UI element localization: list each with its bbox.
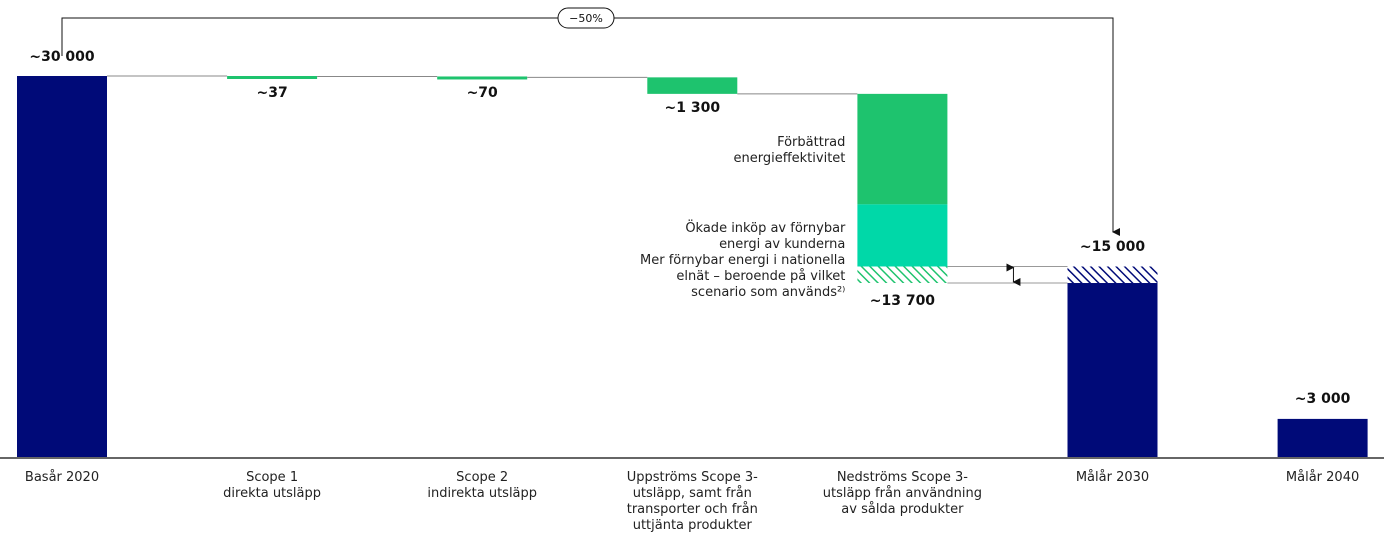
value-label: ~1 300 — [664, 99, 721, 116]
bar — [17, 76, 107, 457]
bar — [437, 76, 528, 80]
bar — [857, 204, 948, 267]
x-tick-label: Scope 1 direkta utsläpp — [223, 470, 322, 501]
x-tick-label: Basår 2020 — [24, 470, 100, 485]
value-label: ~15 000 — [1079, 238, 1146, 255]
x-tick-label: Målår 2030 — [1075, 470, 1150, 485]
value-label: ~3 000 — [1294, 390, 1351, 407]
segment-label: Ökade inköp av förnybar energi av kunder… — [685, 221, 846, 253]
segment-label: Förbättrad energieffektivitet — [733, 135, 846, 167]
segment-label: Mer förnybar energi i nationella elnät –… — [640, 252, 846, 300]
x-tick-label: Uppströms Scope 3- utsläpp, samt från tr… — [626, 470, 758, 533]
x-tick-label: Målår 2040 — [1285, 470, 1360, 485]
value-label: ~30 000 — [29, 49, 95, 65]
reduction-arrow — [61, 17, 1120, 236]
bar — [1277, 418, 1368, 457]
annotation: −50% — [569, 12, 603, 25]
value-label: ~37 — [256, 85, 288, 101]
value-label: ~13 700 — [869, 293, 936, 309]
annotation-pill — [557, 7, 615, 29]
bar — [1067, 266, 1158, 284]
x-tick-label: Scope 2 indirekta utsläpp — [427, 470, 538, 501]
bar — [647, 77, 738, 94]
bar — [857, 93, 948, 205]
bar — [857, 266, 948, 284]
value-label: ~70 — [466, 85, 498, 102]
x-tick-label: Nedströms Scope 3- utsläpp från användni… — [822, 470, 983, 517]
bar — [227, 76, 318, 79]
bar — [1067, 283, 1158, 457]
